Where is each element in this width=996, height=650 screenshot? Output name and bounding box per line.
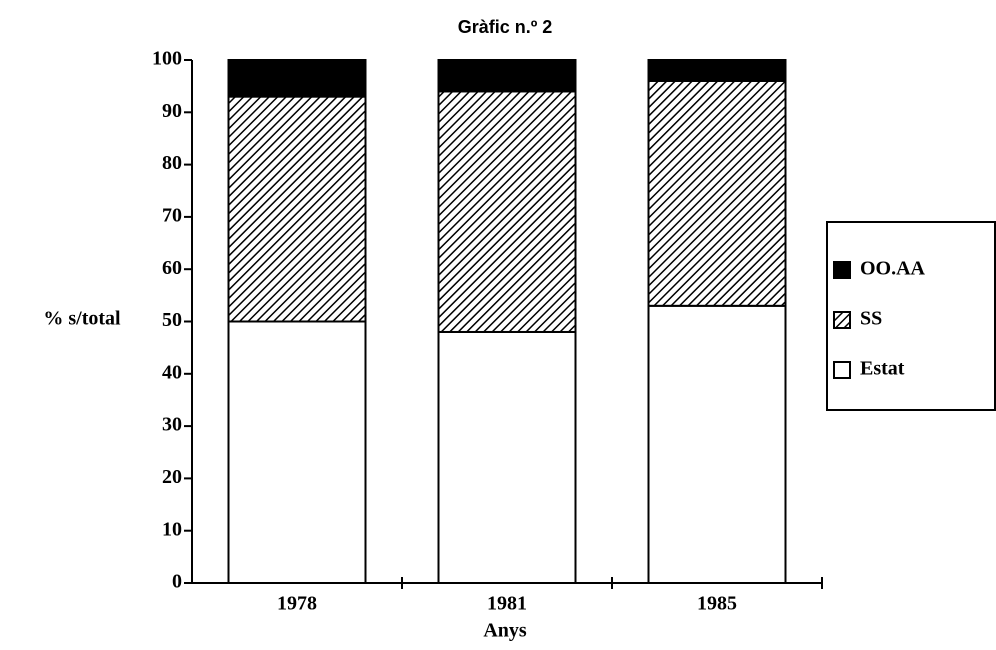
y-tick-label: 70 [162, 204, 182, 226]
y-tick-label: 30 [162, 414, 182, 436]
x-axis-label: Anys [483, 620, 527, 642]
bar-segment [647, 304, 787, 584]
legend-label: OO.AA [860, 258, 926, 280]
bar-segment [647, 59, 787, 82]
y-tick-label: 80 [162, 152, 182, 174]
chart-title: Gràfic n.º 2 [458, 17, 553, 37]
y-axis-label: % s/total [43, 308, 121, 330]
y-tick-label: 90 [162, 100, 182, 122]
legend-label: SS [860, 308, 882, 330]
legend-swatch [833, 261, 851, 279]
legend-swatch [833, 311, 851, 329]
y-tick-label: 40 [162, 361, 182, 383]
bar-segment [437, 59, 577, 93]
y-tick-label: 20 [162, 466, 182, 488]
bar-segment [227, 59, 367, 98]
bar-segment [227, 95, 367, 323]
y-tick-label: 100 [152, 48, 182, 70]
y-tick-label: 0 [172, 571, 182, 593]
legend-label: Estat [860, 358, 905, 380]
bar-segment [227, 320, 367, 584]
legend-swatch [833, 361, 851, 379]
bar-segment [647, 79, 787, 307]
y-tick-label: 10 [162, 518, 182, 540]
y-tick-label: 60 [162, 257, 182, 279]
x-tick-label: 1981 [487, 593, 527, 615]
bar-segment [437, 90, 577, 333]
x-tick-label: 1978 [277, 593, 317, 615]
x-tick-label: 1985 [697, 593, 737, 615]
y-tick-label: 50 [162, 309, 182, 331]
legend-box [826, 221, 996, 411]
bar-segment [437, 330, 577, 584]
